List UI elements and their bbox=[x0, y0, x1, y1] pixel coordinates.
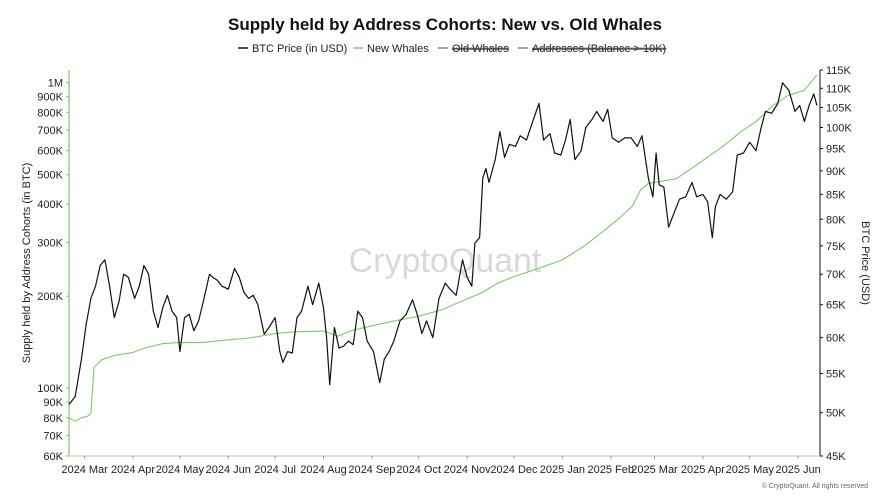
left-axis-title: Supply held by Address Cohorts (in BTC) bbox=[21, 163, 33, 364]
x-tick-label: 2024 Jul bbox=[254, 464, 296, 476]
x-tick-label: 2024 Sep bbox=[348, 464, 395, 476]
x-tick-label: 2024 Apr bbox=[111, 464, 155, 476]
left-tick-label: 90K bbox=[43, 397, 63, 409]
left-tick-label: 900K bbox=[37, 92, 63, 104]
left-tick-label: 400K bbox=[37, 199, 63, 211]
x-tick-label: 2025 Jun bbox=[776, 464, 821, 476]
series-line-btc-price-in-usd bbox=[68, 82, 818, 405]
right-axis-ticks: 45K 50K 55K 60K 65K 70K 75K 80K 85K 90K 95K 100K 105… bbox=[820, 65, 852, 463]
x-tick-label: 2024 Mar bbox=[61, 464, 108, 476]
copyright-text: © CryptoQuant. All rights reserved bbox=[762, 482, 868, 490]
x-tick-label: 2024 May bbox=[156, 464, 205, 476]
x-tick-label: 2025 Jan bbox=[540, 464, 585, 476]
legend-item[interactable]: Old Whales bbox=[438, 43, 509, 55]
right-tick-label: 90K bbox=[826, 166, 846, 178]
left-tick-label: 1M bbox=[48, 78, 63, 90]
left-tick-label: 300K bbox=[37, 237, 63, 249]
left-tick-label: 200K bbox=[37, 291, 63, 303]
left-tick-label: 500K bbox=[37, 170, 63, 182]
right-tick-label: 95K bbox=[826, 144, 846, 156]
x-tick-label: 2025 May bbox=[726, 464, 775, 476]
legend-label: New Whales bbox=[367, 43, 429, 55]
left-tick-label: 800K bbox=[37, 107, 63, 119]
right-tick-label: 85K bbox=[826, 189, 846, 201]
right-tick-label: 70K bbox=[826, 269, 846, 281]
legend-item[interactable]: BTC Price (in USD) bbox=[238, 43, 347, 55]
right-tick-label: 100K bbox=[826, 122, 852, 134]
right-tick-label: 60K bbox=[826, 333, 846, 345]
legend-item[interactable]: Addresses (Balance > 10K) bbox=[518, 43, 667, 55]
left-tick-label: 70K bbox=[43, 431, 63, 443]
right-tick-label: 65K bbox=[826, 300, 846, 312]
right-tick-label: 50K bbox=[826, 408, 846, 420]
x-tick-label: 2025 Mar bbox=[631, 464, 678, 476]
legend-label: Old Whales bbox=[452, 43, 509, 55]
chart-title: Supply held by Address Cohorts: New vs. … bbox=[228, 15, 662, 34]
x-tick-label: 2025 Apr bbox=[681, 464, 725, 476]
left-tick-label: 700K bbox=[37, 125, 63, 137]
legend-item[interactable]: New Whales bbox=[353, 43, 429, 55]
right-tick-label: 55K bbox=[826, 368, 846, 380]
right-tick-label: 110K bbox=[826, 83, 852, 95]
right-tick-label: 80K bbox=[826, 214, 846, 226]
right-axis-title: BTC Price (USD) bbox=[859, 221, 871, 305]
left-tick-label: 60K bbox=[43, 451, 63, 463]
right-tick-label: 115K bbox=[826, 65, 852, 77]
right-tick-label: 105K bbox=[826, 102, 852, 114]
left-tick-label: 600K bbox=[37, 145, 63, 157]
left-tick-label: 100K bbox=[37, 383, 63, 395]
x-axis-ticks: 2024 Mar 2024 Apr 2024 May 2024 Jun 2024 Jul… bbox=[61, 456, 821, 476]
right-tick-label: 75K bbox=[826, 241, 846, 253]
x-tick-label: 2024 Dec bbox=[490, 464, 538, 476]
x-tick-label: 2024 Aug bbox=[300, 464, 347, 476]
x-tick-label: 2024 Nov bbox=[444, 464, 492, 476]
legend-label: Addresses (Balance > 10K) bbox=[532, 43, 666, 55]
legend: BTC Price (in USD) New Whales Old Whales Ad… bbox=[238, 43, 667, 55]
x-tick-label: 2025 Feb bbox=[588, 464, 634, 476]
legend-label: BTC Price (in USD) bbox=[252, 43, 347, 55]
chart-watermark: CryptoQuant bbox=[349, 242, 542, 280]
plot-area bbox=[68, 74, 818, 422]
series-line-new-whales bbox=[68, 74, 818, 422]
left-axis-ticks: 60K 70K 80K 90K 100K 200K 300K 400K 500K 600K 700K… bbox=[37, 78, 69, 463]
x-tick-label: 2024 Oct bbox=[396, 464, 441, 476]
left-tick-label: 80K bbox=[43, 413, 63, 425]
right-tick-label: 45K bbox=[826, 451, 846, 463]
x-tick-label: 2024 Jun bbox=[206, 464, 251, 476]
